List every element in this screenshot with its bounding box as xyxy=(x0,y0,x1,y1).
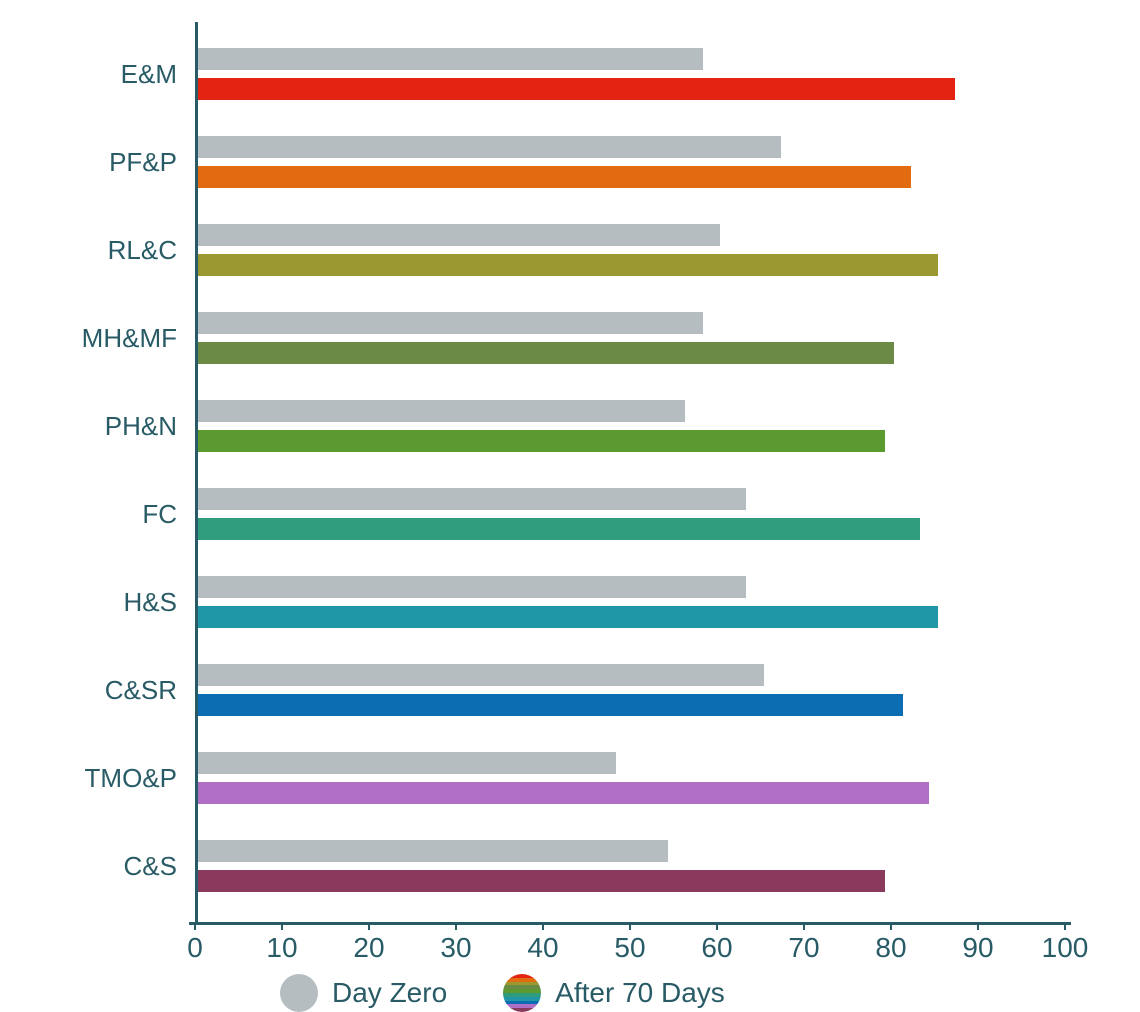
x-tick-label: 50 xyxy=(614,932,645,964)
x-tick-mark xyxy=(281,922,283,930)
y-tick-label: C&S xyxy=(124,853,177,879)
bar xyxy=(198,518,920,540)
x-tick-mark xyxy=(542,922,544,930)
bar xyxy=(198,254,938,276)
bar xyxy=(198,840,668,862)
bar xyxy=(198,430,885,452)
x-tick-label: 10 xyxy=(266,932,297,964)
bar xyxy=(198,78,955,100)
y-axis-line xyxy=(195,22,198,924)
x-tick-label: 80 xyxy=(875,932,906,964)
legend: Day Zero After 70 Days xyxy=(280,974,725,1012)
y-tick-label: H&S xyxy=(124,589,177,615)
legend-label: After 70 Days xyxy=(555,977,725,1009)
bar xyxy=(198,224,720,246)
x-tick-mark xyxy=(803,922,805,930)
bar xyxy=(198,576,746,598)
y-tick-label: MH&MF xyxy=(82,325,177,351)
y-tick-label: E&M xyxy=(121,61,177,87)
x-tick-label: 40 xyxy=(527,932,558,964)
legend-swatch-after-70-days xyxy=(503,974,541,1012)
bar xyxy=(198,664,764,686)
bar xyxy=(198,488,746,510)
x-tick-label: 100 xyxy=(1042,932,1089,964)
bar xyxy=(198,342,894,364)
bar-chart: E&M PF&P RL&C MH&MF PH&N FC H&S C&SR TMO&P C&S 0 1… xyxy=(0,0,1140,1004)
x-tick-mark xyxy=(629,922,631,930)
y-tick-label: RL&C xyxy=(108,237,177,263)
x-tick-mark xyxy=(716,922,718,930)
x-tick-label: 0 xyxy=(187,932,203,964)
x-tick-label: 90 xyxy=(962,932,993,964)
legend-swatch-day-zero xyxy=(280,974,318,1012)
y-tick-label: C&SR xyxy=(105,677,177,703)
x-tick-mark xyxy=(1064,922,1066,930)
x-tick-mark xyxy=(368,922,370,930)
x-tick-mark xyxy=(194,922,196,930)
bar xyxy=(198,400,685,422)
y-tick-label: PF&P xyxy=(109,149,177,175)
x-tick-label: 70 xyxy=(788,932,819,964)
x-tick-mark xyxy=(890,922,892,930)
y-tick-label: PH&N xyxy=(105,413,177,439)
x-tick-label: 20 xyxy=(353,932,384,964)
bar xyxy=(198,782,929,804)
x-tick-label: 60 xyxy=(701,932,732,964)
x-tick-mark xyxy=(455,922,457,930)
bar xyxy=(198,752,616,774)
bar xyxy=(198,694,903,716)
bar xyxy=(198,870,885,892)
bar xyxy=(198,312,703,334)
bar xyxy=(198,166,911,188)
bar xyxy=(198,606,938,628)
x-tick-mark xyxy=(977,922,979,930)
x-tick-label: 30 xyxy=(440,932,471,964)
bar xyxy=(198,48,703,70)
legend-label: Day Zero xyxy=(332,977,447,1009)
y-tick-label: TMO&P xyxy=(85,765,177,791)
bar xyxy=(198,136,781,158)
y-tick-label: FC xyxy=(142,501,177,527)
